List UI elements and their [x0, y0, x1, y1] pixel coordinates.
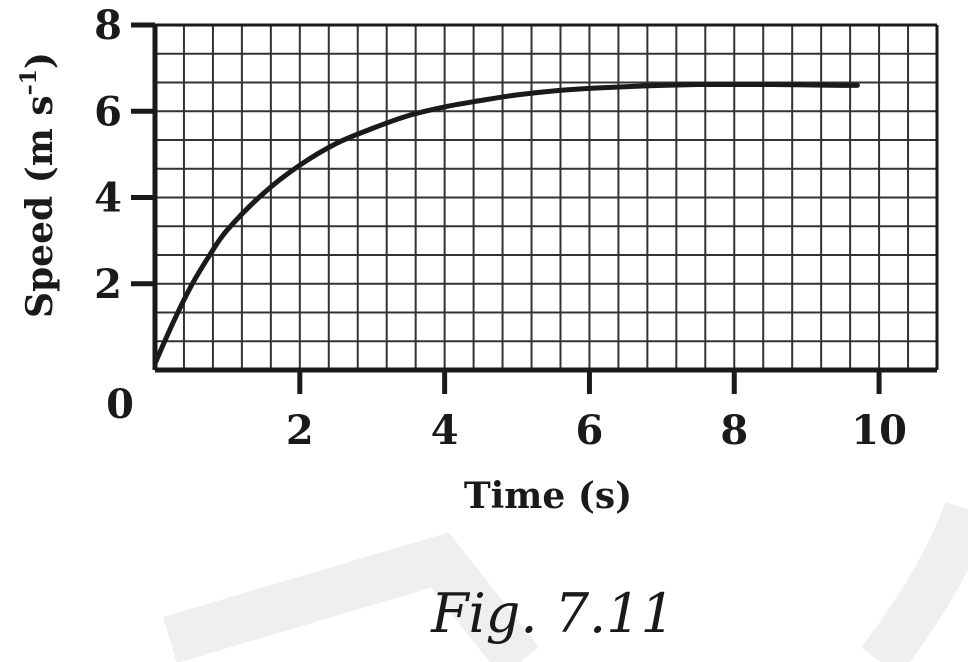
grid [155, 25, 937, 370]
y-tick-label: 6 [94, 88, 122, 135]
y-axis-label-superscript: –1 [16, 69, 42, 95]
watermark [163, 501, 968, 662]
y-tick-label: 2 [94, 261, 122, 308]
speed-curve [152, 81, 860, 366]
figure-caption: Fig. 7.11 [430, 582, 675, 645]
tick-labels: 2 4 6 8 10 2 4 6 8 0 [94, 2, 907, 454]
x-tick-label: 4 [431, 407, 459, 454]
x-tick-label: 8 [720, 407, 748, 454]
x-axis-label: Time (s) [464, 475, 632, 517]
origin-label: 0 [106, 381, 134, 428]
axes [131, 22, 939, 394]
x-tick-label: 2 [286, 407, 314, 454]
x-tick-label: 10 [851, 407, 907, 454]
y-tick-label: 8 [94, 2, 122, 49]
y-axis-label-main: Speed (m s [19, 95, 61, 318]
y-axis-label: Speed (m s–1) [16, 52, 61, 318]
y-axis-label-close: ) [19, 52, 61, 69]
y-tick-label: 4 [94, 175, 122, 222]
data-series [152, 81, 860, 366]
x-tick-label: 6 [576, 407, 604, 454]
